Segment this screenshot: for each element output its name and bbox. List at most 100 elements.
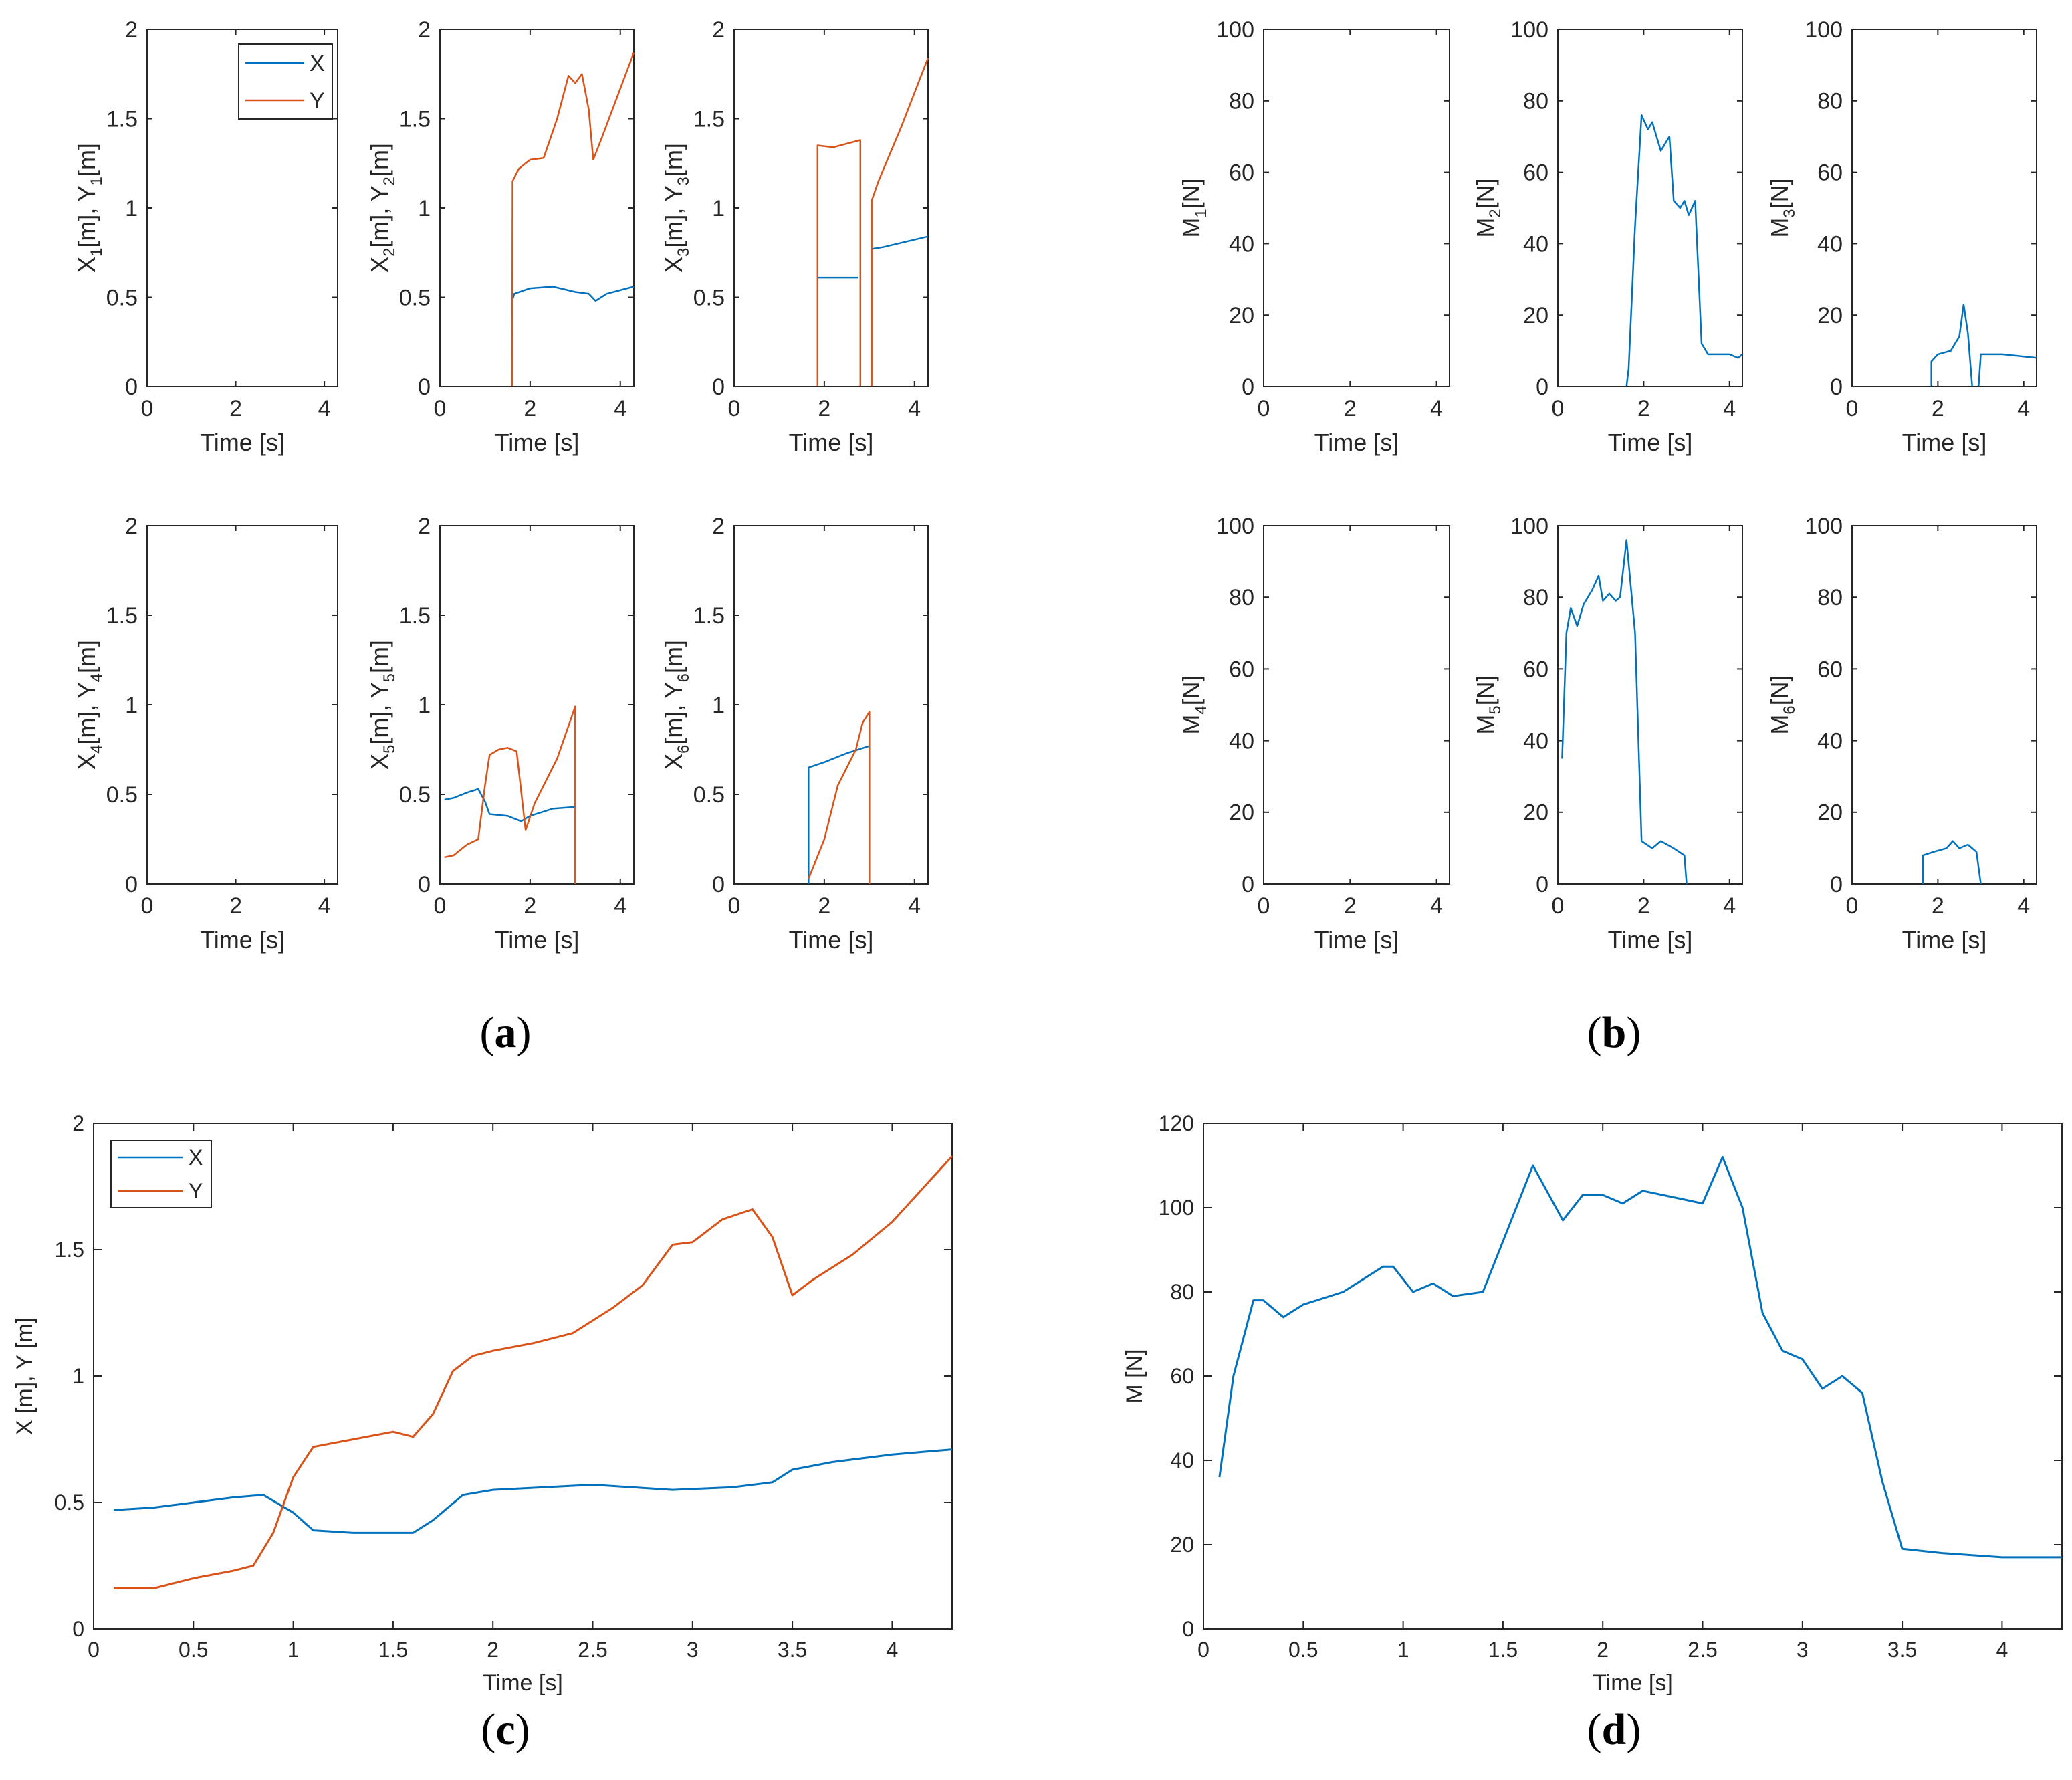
y-axis-label-part: [N] — [1177, 675, 1205, 705]
axes-box — [1203, 1123, 2063, 1630]
y-axis-label-part: [m] — [366, 143, 393, 177]
y-tick-label: 2 — [125, 17, 138, 43]
y-tick-label: 0 — [712, 374, 725, 400]
y-axis-label-subscript: 5 — [380, 673, 398, 682]
x-tick-label: 2 — [524, 396, 536, 421]
caption-a: (a) — [480, 1008, 532, 1057]
y-tick-label: 0 — [1830, 374, 1843, 400]
x-axis-label: Time [s] — [1314, 429, 1399, 456]
y-axis-label: M5[N] — [1472, 675, 1504, 734]
y-tick-label: 2 — [418, 17, 431, 43]
x-tick-label: 2 — [1637, 893, 1650, 919]
y-tick-label: 0 — [125, 374, 138, 400]
y-axis-label: X4[m], Y4[m] — [73, 640, 106, 770]
y-tick-label: 80 — [1229, 585, 1254, 610]
caption-c-letter: c — [495, 1705, 515, 1754]
y-tick-label: 20 — [1523, 303, 1548, 328]
y-tick-label: 1.5 — [399, 603, 431, 629]
y-tick-label: 100 — [1216, 17, 1254, 43]
y-tick-label: 1.5 — [55, 1238, 84, 1262]
x-tick-label: 0 — [141, 893, 154, 919]
y-tick-label: 2 — [712, 514, 725, 539]
x-tick-label: 3.5 — [778, 1638, 807, 1662]
y-axis-label: X1[m], Y1[m] — [73, 143, 106, 273]
y-tick-label: 80 — [1817, 585, 1843, 610]
y-tick-label: 40 — [1229, 729, 1254, 754]
x-tick-label: 4 — [2017, 893, 2030, 919]
series-line-y — [808, 711, 871, 884]
y-axis-label: X [m], Y [m] — [12, 1317, 37, 1435]
y-axis-label: X3[m], Y3[m] — [660, 143, 693, 273]
y-axis-label-subscript: 4 — [1192, 705, 1210, 714]
legend-label-y: Y — [189, 1179, 203, 1203]
x-tick-label: 0.5 — [1288, 1638, 1318, 1662]
x-tick-label: 3 — [687, 1638, 699, 1662]
caption-c: (c) — [481, 1705, 530, 1754]
y-tick-label: 2 — [418, 514, 431, 539]
y-axis-label-part: [N] — [1766, 675, 1793, 705]
y-tick-label: 60 — [1229, 160, 1254, 186]
x-tick-label: 4 — [1430, 893, 1443, 919]
axes-box — [93, 1123, 953, 1630]
y-tick-label: 0 — [1242, 872, 1254, 897]
x-axis-label: Time [s] — [1902, 429, 1987, 456]
y-axis-label: M2[N] — [1472, 178, 1504, 237]
y-tick-label: 100 — [1159, 1196, 1194, 1220]
x-tick-label: 4 — [1996, 1638, 2008, 1662]
y-axis-label: M4[N] — [1177, 675, 1210, 734]
y-tick-label: 0.5 — [693, 285, 725, 310]
legend-box — [238, 43, 333, 120]
y-tick-label: 80 — [1817, 89, 1843, 114]
y-tick-label: 0 — [712, 872, 725, 897]
y-tick-label: 40 — [1817, 231, 1843, 257]
y-axis-label-part: X — [660, 257, 687, 273]
y-tick-label: 0 — [418, 872, 431, 897]
y-tick-label: 0 — [1182, 1617, 1194, 1641]
y-axis-label-part: [m] — [660, 143, 687, 177]
x-tick-label: 0 — [1846, 396, 1859, 421]
y-axis-label-part: M — [1766, 715, 1793, 735]
x-tick-label: 0 — [434, 396, 447, 421]
y-axis-label-subscript: 3 — [675, 248, 693, 257]
y-tick-label: 100 — [1510, 514, 1548, 539]
y-tick-label: 60 — [1817, 160, 1843, 186]
x-tick-label: 0 — [1258, 893, 1270, 919]
y-axis-label-part: M — [1766, 218, 1793, 238]
x-tick-label: 4 — [908, 396, 921, 421]
y-axis-label-subscript: 1 — [88, 177, 106, 185]
x-tick-label: 2 — [1344, 396, 1357, 421]
axes-box — [1263, 525, 1450, 885]
y-axis-label-part: [N] — [1472, 178, 1499, 209]
y-axis-label-subscript: 5 — [380, 745, 398, 754]
y-axis-label-part: M — [1472, 218, 1499, 238]
x-tick-label: 2 — [1932, 893, 1944, 919]
x-tick-label: 2 — [1597, 1638, 1609, 1662]
y-tick-label: 0.5 — [106, 782, 138, 808]
x-tick-label: 2 — [1344, 893, 1357, 919]
x-tick-label: 0 — [1552, 396, 1565, 421]
y-axis-label-part: X — [660, 754, 687, 770]
x-axis-label: Time [s] — [495, 926, 580, 954]
axes-box — [439, 29, 635, 387]
axes-box — [733, 29, 929, 387]
y-axis-label-part: M — [1177, 218, 1205, 238]
x-tick-label: 0 — [88, 1638, 100, 1662]
y-axis-label-part: [m], Y — [660, 185, 687, 247]
x-tick-label: 1 — [287, 1638, 300, 1662]
y-axis-label-subscript: 3 — [675, 177, 693, 185]
y-tick-label: 2 — [72, 1111, 84, 1135]
x-tick-label: 4 — [908, 893, 921, 919]
y-axis-label-part: X — [366, 754, 393, 770]
x-tick-label: 2 — [1932, 396, 1944, 421]
y-tick-label: 0 — [1536, 872, 1548, 897]
